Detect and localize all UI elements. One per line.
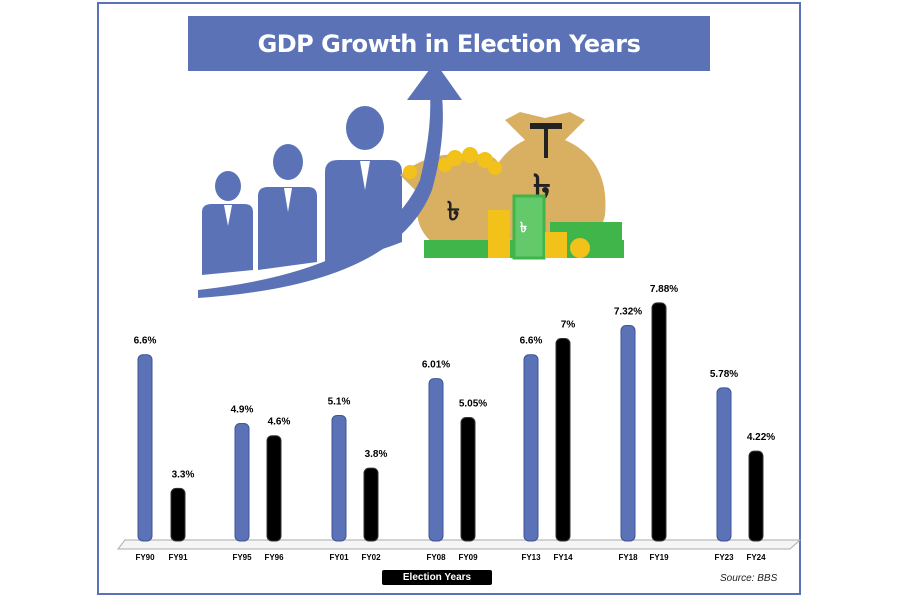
bar-fy19	[651, 302, 667, 542]
x-tick-label: FY08	[426, 553, 446, 562]
bar-fy24	[748, 450, 764, 542]
infographic-frame	[97, 2, 801, 595]
x-tick-label: FY13	[521, 553, 541, 562]
growth-arrow-icon	[198, 62, 462, 298]
x-tick-label: FY96	[264, 553, 284, 562]
data-label: 7%	[561, 320, 576, 331]
banknotes-icon: ৳	[424, 194, 624, 260]
data-label: 3.3%	[172, 469, 195, 480]
x-tick-label: FY02	[361, 553, 381, 562]
bar-fy09	[460, 416, 476, 542]
data-label: 4.22%	[747, 432, 775, 443]
data-label: 5.78%	[710, 369, 738, 380]
bar-fy02	[363, 467, 379, 542]
data-label: 4.6%	[268, 417, 291, 428]
x-tick-label: FY14	[553, 553, 573, 562]
data-label: 6.6%	[520, 336, 543, 347]
x-tick-label: FY01	[329, 553, 349, 562]
bar-fy91	[170, 487, 186, 542]
svg-text:৳: ৳	[447, 196, 460, 226]
svg-text:৳: ৳	[520, 219, 527, 235]
bar-fy90	[137, 354, 153, 542]
data-label: 6.6%	[134, 336, 157, 347]
data-label: 3.8%	[365, 449, 388, 460]
chart-floor	[116, 539, 802, 550]
bar-fy18	[620, 325, 636, 542]
data-label: 5.1%	[328, 396, 351, 407]
growth-illustration: ৳ ৳ ৳	[198, 62, 624, 298]
x-tick-label: FY09	[458, 553, 478, 562]
x-tick-label: FY23	[714, 553, 734, 562]
bar-fy96	[266, 435, 282, 542]
x-tick-label: FY95	[232, 553, 252, 562]
bar-fy95	[234, 423, 250, 542]
source-note: Source: BBS	[720, 573, 778, 584]
bar-fy13	[523, 354, 539, 542]
bar-fy01	[331, 414, 347, 542]
x-tick-label: FY24	[746, 553, 766, 562]
data-label: 6.01%	[422, 360, 450, 371]
x-axis-title: Election Years	[382, 570, 492, 585]
x-tick-label: FY90	[135, 553, 155, 562]
bar-fy14	[555, 338, 571, 542]
x-tick-label: FY18	[618, 553, 638, 562]
data-label: 4.9%	[231, 405, 254, 416]
data-label: 7.32%	[614, 307, 642, 318]
x-tick-label: FY91	[168, 553, 188, 562]
bar-fy08	[428, 378, 444, 542]
data-label: 5.05%	[459, 398, 487, 409]
data-label: 7.88%	[650, 284, 678, 295]
bar-fy23	[716, 387, 732, 542]
chart-title: GDP Growth in Election Years	[188, 16, 710, 71]
x-tick-label: FY19	[649, 553, 669, 562]
